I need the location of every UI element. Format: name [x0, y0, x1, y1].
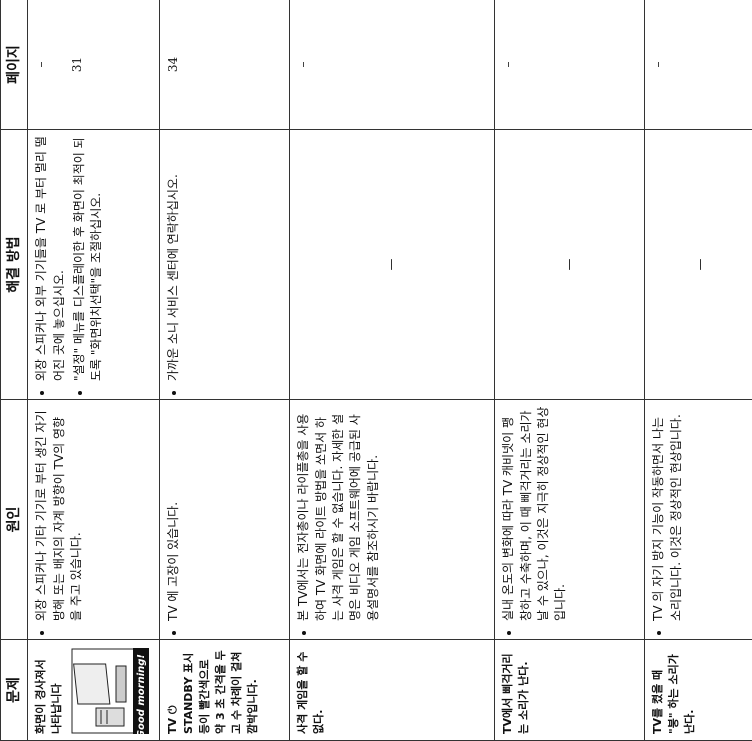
page-cell: –	[644, 0, 752, 130]
problem-text: TV에서 삐걱거리는 소리가 난다.	[501, 653, 531, 734]
problem-cell: TV ⏻ STANDBY 표시등이 빨간색으로 약 3 초 간격을 두고 수 차…	[159, 639, 290, 741]
page-ref: –	[34, 61, 49, 68]
page-cell: –	[289, 0, 495, 130]
page-cell: – 31	[27, 0, 160, 130]
cause-cell: 본 TV에서는 전자총이나 라이플총을 사용하여 TV 화면에 라이트 방법을 …	[289, 399, 495, 640]
column-header: 페이지	[0, 0, 28, 130]
table-row: 화면이 경사져서 나타납니다 Good morning! 외장 스피커나 기타 기기…	[27, 0, 160, 741]
cause-list: TV 에 고장이 있습니다.	[165, 406, 182, 633]
cause-item: TV 에 고장이 있습니다.	[165, 406, 182, 621]
header-row: 문제 원인 해결 방법 페이지	[0, 0, 28, 741]
page-ref: –	[296, 61, 311, 68]
cause-cell: TV 에 고장이 있습니다.	[159, 399, 290, 640]
table-row: TV를 켰을 때 "붕" 하는 소리가 난다. TV 의 자기 방지 기능이 작동…	[644, 0, 752, 741]
cause-item: TV 의 자기 방지 기능이 작동하면서 나는 소리입니다. 이것은 정상적인 …	[650, 406, 685, 621]
page-ref: 31	[69, 56, 84, 73]
solution-cell: 가까운 소니 서비스 센터에 연락하십시오.	[159, 129, 290, 400]
problem-cell: TV에서 삐걱거리는 소리가 난다.	[494, 639, 645, 741]
solution-cell: 외장 스피커나 외부 기기들을 TV 로 부터 멀리 떨어진 곳에 놓으십시오.…	[27, 129, 160, 400]
solution-item: "설정" 메뉴를 디스플레이한 후 화면이 최적이 되도록 "화면위치선택"을 …	[71, 136, 106, 381]
problem-text: TV ⏻ STANDBY 표시등이 빨간색으로 약 3 초 간격을 두고 수 차…	[166, 650, 259, 734]
solution-item: 가까운 소니 서비스 센터에 연락하십시오.	[165, 136, 182, 381]
table-row: TV ⏻ STANDBY 표시등이 빨간색으로 약 3 초 간격을 두고 수 차…	[159, 0, 290, 741]
cause-cell: TV 의 자기 방지 기능이 작동하면서 나는 소리입니다. 이것은 정상적인 …	[644, 399, 752, 640]
problem-text: 사격 게임을 할 수 없다.	[296, 651, 326, 734]
problem-text: 화면이 경사져서 나타납니다	[34, 659, 64, 734]
cause-item: 실내 온도의 변화에 따라 TV 캐비넷이 팽창하고 수축하며, 이 때 삐걱거…	[500, 406, 570, 621]
solution-text: —	[692, 258, 707, 271]
illustration-wrap: Good morning!	[71, 646, 154, 738]
solution-item: 외장 스피커나 외부 기기들을 TV 로 부터 멀리 떨어진 곳에 놓으십시오.	[33, 136, 68, 381]
cause-list: 본 TV에서는 전자총이나 라이플총을 사용하여 TV 화면에 라이트 방법을 …	[295, 406, 382, 633]
cause-item: 외장 스피커나 기타 기기로 부터 생긴 자기 방해 또는 배지의 자계 방향이…	[33, 406, 85, 621]
page-ref: –	[501, 61, 516, 68]
problem-cell: 사격 게임을 할 수 없다.	[289, 639, 495, 741]
page-cell: 34	[159, 0, 290, 130]
page-ref: 34	[166, 56, 181, 73]
illustration: Good morning!	[71, 648, 150, 738]
problem-cell: TV를 켰을 때 "붕" 하는 소리가 난다.	[644, 639, 752, 741]
problem-text: TV를 켰을 때 "붕" 하는 소리가 난다.	[651, 654, 696, 734]
table-row: 사격 게임을 할 수 없다. 본 TV에서는 전자총이나 라이플총을 사용하여 T…	[289, 0, 495, 741]
solution-list: 외장 스피커나 외부 기기들을 TV 로 부터 멀리 떨어진 곳에 놓으십시오.…	[33, 136, 106, 393]
cause-list: TV 의 자기 방지 기능이 작동하면서 나는 소리입니다. 이것은 정상적인 …	[650, 406, 685, 633]
image-caption: Good morning!	[136, 654, 147, 734]
cause-cell: 외장 스피커나 기타 기기로 부터 생긴 자기 방해 또는 배지의 자계 방향이…	[27, 399, 160, 640]
page-ref: –	[651, 61, 666, 68]
solution-cell: —	[289, 129, 495, 400]
cause-list: 실내 온도의 변화에 따라 TV 캐비넷이 팽창하고 수축하며, 이 때 삐걱거…	[500, 406, 570, 633]
cause-list: 외장 스피커나 기타 기기로 부터 생긴 자기 방해 또는 배지의 자계 방향이…	[33, 406, 85, 633]
cause-cell: 실내 온도의 변화에 따라 TV 캐비넷이 팽창하고 수축하며, 이 때 삐걱거…	[494, 399, 645, 640]
page-cell: –	[494, 0, 645, 130]
solution-cell: —	[644, 129, 752, 400]
solution-cell: —	[494, 129, 645, 400]
column-header: 해결 방법	[0, 129, 28, 400]
solution-text: —	[384, 258, 399, 271]
table-row: TV에서 삐걱거리는 소리가 난다. 실내 온도의 변화에 따라 TV 캐비넷이 …	[494, 0, 645, 741]
solution-list: 가까운 소니 서비스 센터에 연락하십시오.	[165, 136, 182, 393]
cause-item: 본 TV에서는 전자총이나 라이플총을 사용하여 TV 화면에 라이트 방법을 …	[295, 406, 382, 621]
column-header: 문제	[0, 639, 28, 741]
solution-text: —	[561, 258, 576, 271]
problem-cell: 화면이 경사져서 나타납니다 Good morning!	[27, 639, 160, 741]
column-header: 원인	[0, 399, 28, 640]
